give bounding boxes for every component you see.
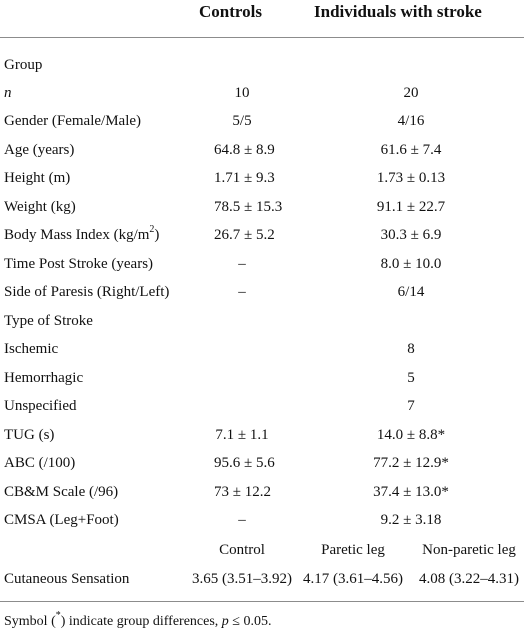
stroke-value: 4/16	[397, 113, 425, 129]
controls-value: 26.7 ± 5.2	[214, 227, 275, 243]
row-label: Unspecified	[4, 398, 77, 414]
controls-value: –	[238, 512, 246, 528]
row-label: ABC (/100)	[4, 455, 76, 471]
row-label: Weight (kg)	[4, 199, 76, 215]
controls-value: –	[238, 284, 246, 300]
row-label: Side of Paresis (Right/Left)	[4, 284, 170, 300]
controls-value: 78.5 ± 15.3	[214, 199, 283, 215]
controls-value: 64.8 ± 8.9	[214, 142, 275, 158]
header-rule	[0, 37, 524, 38]
row-label: Height (m)	[4, 170, 71, 186]
row-label: Group	[4, 57, 43, 73]
stroke-value: 6/14	[397, 284, 425, 300]
controls-value: 1.71 ± 9.3	[214, 170, 275, 186]
subheader-control: Control	[219, 542, 265, 558]
row-label: Age (years)	[4, 142, 75, 158]
controls-value: 95.6 ± 5.6	[214, 455, 275, 471]
footer-rule	[0, 601, 524, 602]
stroke-value: 7	[407, 398, 415, 414]
row-label: Type of Stroke	[4, 313, 93, 329]
sensation-nonparetic-value: 4.08 (3.22–4.31)	[419, 571, 519, 587]
row-label: Cutaneous Sensation	[4, 571, 130, 587]
stroke-value: 20	[403, 85, 419, 101]
stroke-value: 61.6 ± 7.4	[380, 142, 442, 158]
row-label: Hemorrhagic	[4, 370, 84, 386]
stroke-value: 91.1 ± 22.7	[376, 199, 446, 215]
row-label: TUG (s)	[4, 427, 55, 443]
controls-value: 7.1 ± 1.1	[215, 427, 269, 443]
stroke-value: 8	[407, 341, 415, 357]
header-controls: Controls	[199, 2, 262, 21]
stroke-value: 77.2 ± 12.9*	[373, 455, 449, 471]
row-label: CB&M Scale (/96)	[4, 484, 119, 500]
row-label: Ischemic	[4, 341, 59, 357]
sensation-control-value: 3.65 (3.51–3.92)	[192, 571, 292, 587]
stroke-value: 14.0 ± 8.8*	[376, 427, 446, 443]
stroke-value: 8.0 ± 10.0	[380, 256, 442, 272]
sensation-paretic-value: 4.17 (3.61–4.56)	[303, 571, 403, 587]
controls-value: 5/5	[232, 113, 252, 129]
header-stroke: Individuals with stroke	[314, 2, 482, 21]
controls-value: 73 ± 12.2	[214, 484, 271, 500]
stroke-value: 37.4 ± 13.0*	[373, 484, 449, 500]
controls-value: –	[238, 256, 246, 272]
controls-value: 10	[234, 85, 250, 101]
row-label: Body Mass Index (kg/m2)	[4, 224, 160, 244]
footnote: Symbol (*) indicate group differences, p…	[4, 610, 272, 629]
stroke-value: 5	[407, 370, 415, 386]
stroke-value: 9.2 ± 3.18	[380, 512, 442, 528]
row-label: Gender (Female/Male)	[4, 113, 142, 129]
row-label: Time Post Stroke (years)	[4, 256, 154, 272]
stroke-value: 30.3 ± 6.9	[380, 227, 442, 243]
row-label: CMSA (Leg+Foot)	[4, 512, 119, 528]
subheader-nonparetic: Non-paretic leg	[422, 542, 516, 558]
subheader-paretic: Paretic leg	[321, 542, 385, 558]
stroke-value: 1.73 ± 0.13	[376, 170, 446, 186]
row-label: n	[4, 85, 12, 101]
